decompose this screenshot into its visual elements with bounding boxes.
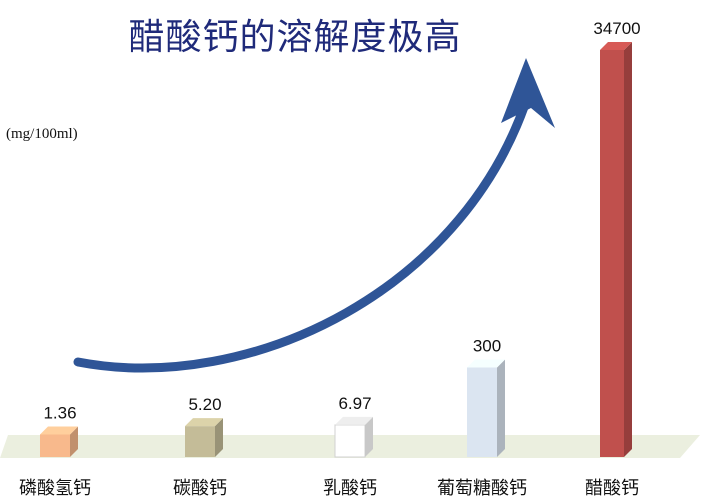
category-label-4: 葡萄糖酸钙 — [437, 478, 527, 499]
growth-arrow-shaft — [73, 81, 536, 373]
value-label-2: 5.20 — [188, 395, 221, 414]
category-label-5: 醋酸钙 — [585, 478, 639, 499]
value-label-3: 6.97 — [338, 394, 371, 413]
bar-front-3 — [334, 424, 366, 458]
bar-top-1 — [40, 426, 78, 435]
bar-side-3 — [365, 416, 373, 457]
category-label-3: 乳酸钙 — [323, 478, 377, 499]
value-label-1: 1.36 — [43, 403, 76, 422]
bar-side-4 — [497, 359, 505, 457]
chart-title: 醋酸钙的溶解度极高 — [128, 17, 462, 58]
category-label-1: 磷酸氢钙 — [19, 478, 91, 499]
bar-top-4 — [467, 359, 505, 368]
value-label-5: 34700 — [593, 19, 640, 38]
bar-side-1 — [70, 426, 78, 457]
bar-side-2 — [215, 418, 223, 457]
bar-top-5 — [600, 42, 632, 50]
bar-side-5 — [624, 42, 632, 457]
bar-front-2 — [185, 426, 215, 457]
bar-front-4 — [467, 367, 497, 457]
y-axis-unit-label: (mg/100ml) — [6, 126, 78, 142]
bar-top-3 — [335, 416, 373, 425]
growth-arrow-head — [501, 58, 555, 128]
category-label-2: 碳酸钙 — [173, 478, 227, 499]
value-label-4: 300 — [473, 336, 501, 355]
bar-top-2 — [185, 418, 223, 427]
bar-front-1 — [40, 434, 70, 457]
bar-front-5 — [600, 50, 624, 457]
